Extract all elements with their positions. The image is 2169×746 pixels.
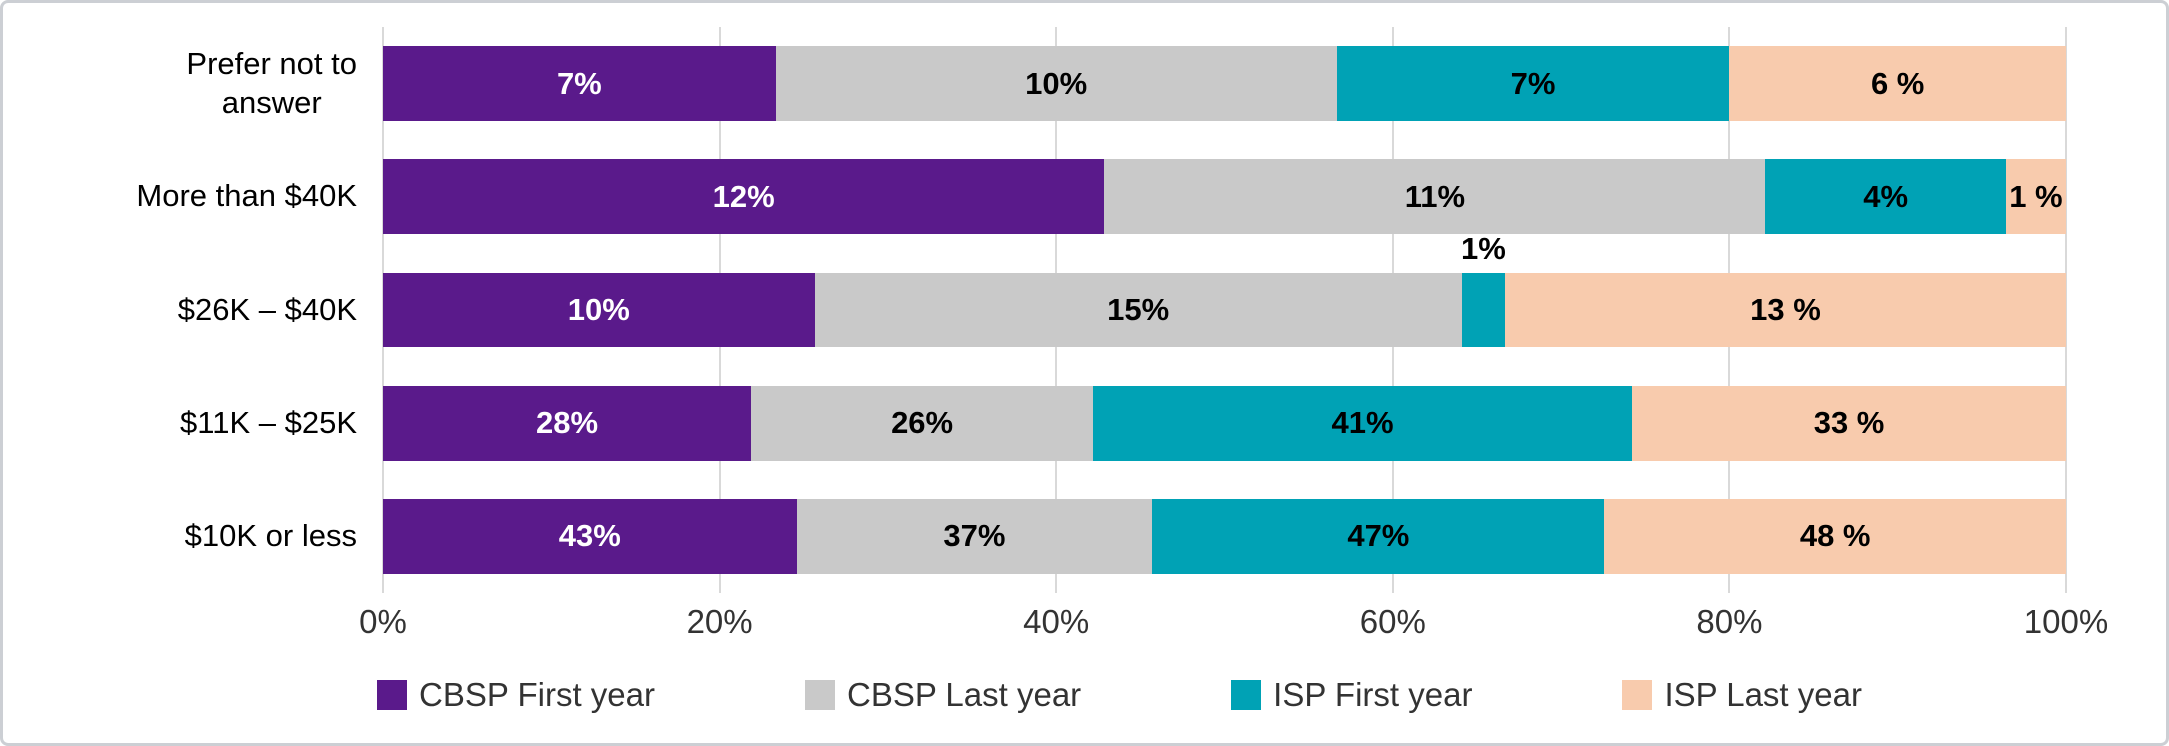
bar-segment-label: 11% [1404, 178, 1466, 214]
stacked-bar: 43% 37% 47% 48 % [383, 499, 2066, 574]
category-label: More than $40K [23, 140, 383, 253]
x-axis-row: 0% 20% 40% 60% 80% 100% [23, 593, 2108, 659]
bar-segment-label: 1% [1460, 230, 1506, 266]
legend-label: CBSP First year [419, 676, 655, 713]
x-tick-label: 60% [1359, 603, 1426, 640]
stacked-bar: 12% 11% 4% 1 % [383, 159, 2066, 235]
bar-segment-label: 13 % [1750, 292, 1821, 327]
x-tick-label: 0% [359, 603, 407, 640]
bar-segment: 4% [1765, 159, 2006, 235]
category-label-text: Prefer not to answer [186, 45, 357, 120]
bar-segment-label: 10% [567, 292, 630, 327]
bar-segment: 1 % [2005, 159, 2066, 235]
bar-row: 7% 10% 7% 6 % [383, 27, 2066, 140]
bar-segment-label: 26% [891, 405, 954, 441]
bar-segment-label: 1 % [2009, 178, 2063, 214]
bar-segment: 48 % [1604, 499, 2066, 574]
bar-segment-label: 43% [558, 518, 621, 554]
stacked-bar: 10% 15% 1% 13 % [383, 231, 2066, 348]
chart-body: Prefer not to answer More than $40K $26K –… [23, 27, 2067, 593]
bar-segment: 7% [1336, 46, 1730, 121]
bar-segment-label: 37% [943, 518, 1006, 554]
legend-item: CBSP Last year [804, 676, 1082, 714]
legend-swatch [804, 680, 835, 710]
bar-segment-label: 48 % [1799, 518, 1871, 554]
x-axis: 0% 20% 40% 60% 80% 100% [359, 593, 2108, 659]
bar-segment: 33 % [1632, 385, 2066, 461]
category-label-text: $10K or less [184, 518, 357, 554]
legend-item: ISP Last year [1622, 676, 1862, 714]
legend-label: ISP Last year [1664, 676, 1862, 713]
bar-segment: 7% [383, 46, 776, 121]
bar-segment-label: 33 % [1813, 405, 1885, 441]
bar-row: 43% 37% 47% 48 % [383, 480, 2066, 593]
bar-segment: 26% [751, 385, 1094, 461]
bar-segment-label: 10% [1025, 65, 1088, 101]
legend-label: ISP First year [1273, 676, 1473, 713]
bar-row: 12% 11% 4% 1 % [383, 140, 2066, 253]
stacked-bar: 28% 26% 41% 33 % [383, 385, 2066, 461]
legend: CBSP First year CBSP Last year ISP First y… [23, 659, 2066, 731]
x-tick-label: 40% [1023, 603, 1090, 640]
bar-segment: 13 % [1504, 272, 2066, 348]
bar-segment: 10% [383, 272, 815, 348]
legend-swatch [1622, 680, 1653, 710]
bar-segment-label: 6 % [1870, 65, 1925, 101]
stacked-bar-chart: Prefer not to answer More than $40K $26K –… [3, 3, 2166, 743]
category-label: Prefer not to answer [23, 27, 383, 140]
bar-row: 28% 26% 41% 33 % [383, 367, 2066, 480]
bar-segment: 15% [814, 272, 1462, 348]
legend-item: CBSP First year [377, 676, 655, 714]
legend-swatch [377, 680, 408, 710]
bar-series-layer: 7% 10% 7% 6 % 12% 11% 4% 1 % 10% 15% 1% 13 % 28% 26% 4… [383, 27, 2066, 593]
category-label-text: More than $40K [136, 178, 357, 214]
bar-segment: 11% [1104, 159, 1766, 235]
stacked-bar: 7% 10% 7% 6 % [383, 46, 2066, 121]
x-tick-label: 20% [686, 603, 753, 640]
legend-swatch [1231, 680, 1262, 710]
bar-segment: 6 % [1729, 46, 2066, 121]
category-label-text: $26K – $40K [177, 291, 357, 327]
legend-item: ISP First year [1231, 676, 1472, 714]
bar-segment-label: 4% [1863, 178, 1909, 214]
bar-segment: 1% [1461, 231, 1506, 348]
bar-segment-label: 15% [1107, 292, 1170, 327]
y-axis-labels: Prefer not to answer More than $40K $26K –… [23, 27, 383, 593]
bar-segment-label: 47% [1347, 518, 1410, 554]
bar-segment: 28% [383, 385, 752, 461]
bar-segment: 43% [383, 499, 797, 574]
category-label: $10K or less [23, 480, 383, 593]
bar-segment-label: 41% [1331, 405, 1394, 441]
bar-segment: 41% [1093, 385, 1633, 461]
x-tick-label: 100% [2023, 603, 2109, 640]
bar-segment: 37% [796, 499, 1153, 574]
legend-label: CBSP Last year [846, 676, 1082, 713]
category-label: $11K – $25K [23, 367, 383, 480]
bar-segment: 12% [383, 159, 1105, 235]
bar-segment-label: 28% [536, 405, 599, 441]
bar-segment-label: 7% [1510, 65, 1556, 101]
bar-segment-label: 12% [712, 178, 775, 214]
plot-area: 7% 10% 7% 6 % 12% 11% 4% 1 % 10% 15% 1% 13 % 28% 26% 4… [382, 27, 2067, 593]
bar-segment: 10% [775, 46, 1337, 121]
gridline [2065, 27, 2067, 593]
category-label-text: $11K – $25K [180, 404, 357, 440]
bar-row: 10% 15% 1% 13 % [383, 231, 2066, 366]
x-tick-label: 80% [1696, 603, 1763, 640]
x-axis-spacer [23, 593, 383, 659]
bar-segment-label: 7% [556, 65, 602, 101]
bar-segment: 47% [1152, 499, 1605, 574]
category-label: $26K – $40K [23, 253, 383, 366]
